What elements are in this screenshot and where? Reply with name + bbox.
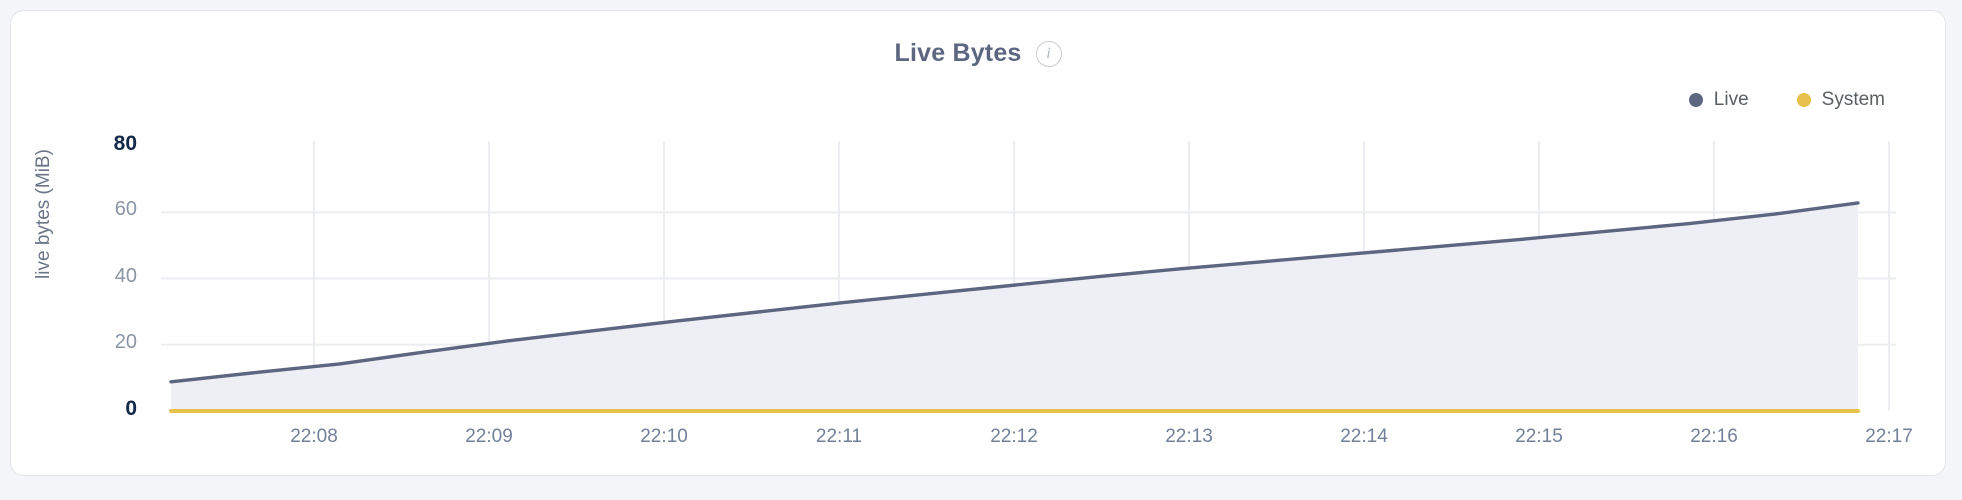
legend-label-system: System [1821,89,1885,110]
legend-swatch-system [1796,93,1811,107]
x-tick-label-2213: 22:13 [1165,426,1213,447]
y-tick-label-0: 0 [125,397,137,420]
x-tick-label-2214: 22:14 [1340,426,1388,447]
line-series-live [169,201,1860,384]
x-tick-label-2211: 22:11 [815,426,863,447]
y-tick-label-60: 60 [114,198,137,221]
legend-item-live[interactable]: Live [1688,89,1749,111]
legend-label-live: Live [1713,89,1749,110]
x-tick-label-2210: 22:10 [640,426,688,447]
area-fill-live [171,202,1858,411]
chart-canvas [161,141,1896,413]
plot-area: live bytes (MiB) 0 20 40 60 80 22:08 22:09 22:… [11,11,1947,477]
x-tick-label-2209: 22:09 [465,426,513,447]
y-tick-label-40: 40 [114,264,137,287]
legend-item-system[interactable]: System [1796,89,1885,111]
legend-swatch-live [1688,93,1703,107]
x-tick-label-2217: 22:17 [1865,426,1913,447]
x-tick-label-2208: 22:08 [290,426,338,447]
x-tick-label-2215: 22:15 [1515,426,1563,447]
x-tick-label-2212: 22:12 [990,426,1038,447]
y-tick-label-80: 80 [113,132,137,155]
x-tick-label-2216: 22:16 [1690,426,1738,447]
y-tick-label-20: 20 [114,330,137,353]
chart-legend: Live System [1688,89,1885,111]
live-bytes-chart-card: Live Bytes i Live System live bytes (MiB… [10,10,1946,476]
